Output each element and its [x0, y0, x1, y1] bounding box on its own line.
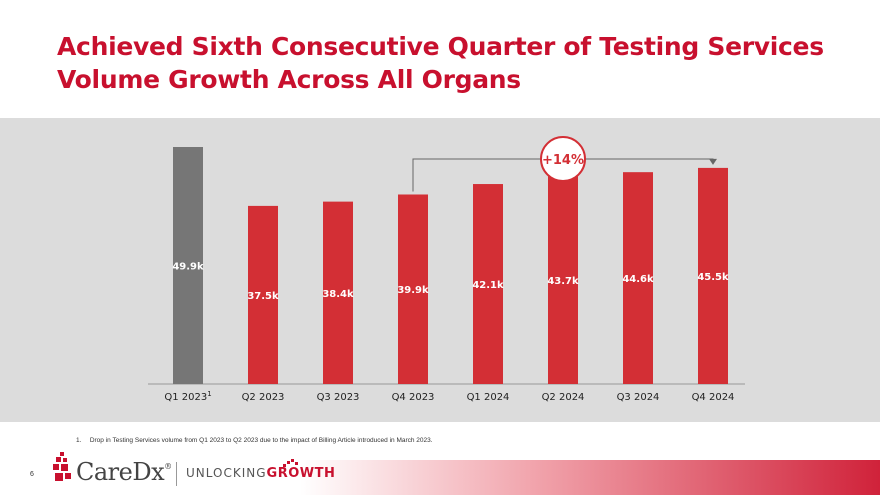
data-label: 49.9k — [172, 262, 204, 273]
tagline-light: UNLOCKING — [186, 466, 267, 480]
x-tick-label: Q4 2024 — [692, 392, 735, 403]
bar-q4-2024 — [698, 167, 728, 384]
growth-annotation: +14% — [542, 153, 584, 168]
footnote-text: Drop in Testing Services volume from Q1 … — [89, 437, 433, 444]
x-tick-label: Q4 2023 — [392, 392, 435, 403]
x-tick-label: Q2 2024 — [542, 392, 585, 403]
bar-q4-2023 — [398, 194, 428, 384]
growth-arrowhead — [709, 158, 717, 165]
registered-mark: ® — [164, 462, 172, 471]
tagline: UNLOCKINGGROWTH — [186, 466, 335, 481]
data-label: 42.1k — [472, 280, 504, 291]
footer: 6 CareDx® UNLOCKINGGROWTH — [0, 452, 880, 495]
data-label: 38.4k — [322, 289, 354, 300]
chart-panel — [0, 118, 880, 422]
x-tick-label: Q3 2023 — [317, 392, 360, 403]
data-label: 44.6k — [622, 274, 654, 285]
tagline-accent-icon — [283, 459, 298, 467]
caredx-logo-icon — [53, 452, 71, 481]
data-label: 45.5k — [697, 272, 729, 283]
bar-chart: 49.9k Q1 20231 37.5k Q2 2023 38.4k Q3 2023 39.… — [148, 136, 745, 403]
footnote: 1. Drop in Testing Services volume from … — [76, 437, 433, 444]
tagline-bold: GROWTH — [266, 466, 336, 481]
data-label: 39.9k — [397, 285, 429, 296]
footer-divider — [176, 462, 177, 486]
data-label: 37.5k — [247, 291, 279, 302]
x-tick-label: Q2 2023 — [242, 392, 285, 403]
bar-q2-2024 — [548, 176, 578, 384]
page-number: 6 — [30, 471, 34, 478]
bar-q3-2024 — [623, 172, 653, 384]
bar-q1-2023 — [173, 147, 203, 384]
footnote-number: 1. — [76, 437, 82, 444]
data-label: 43.7k — [547, 276, 579, 287]
growth-badge — [540, 136, 586, 182]
caredx-logo-text: CareDx® — [76, 458, 172, 486]
footer-gradient-stripe — [300, 460, 880, 495]
bar-q1-2024 — [473, 184, 503, 384]
x-tick-label: Q1 20231 — [164, 390, 211, 403]
x-tick-label: Q3 2024 — [617, 392, 660, 403]
bar-q2-2023 — [248, 205, 278, 384]
bar-q3-2023 — [323, 201, 353, 384]
page-title: Achieved Sixth Consecutive Quarter of Te… — [57, 32, 824, 94]
x-tick-label: Q1 2024 — [467, 392, 510, 403]
